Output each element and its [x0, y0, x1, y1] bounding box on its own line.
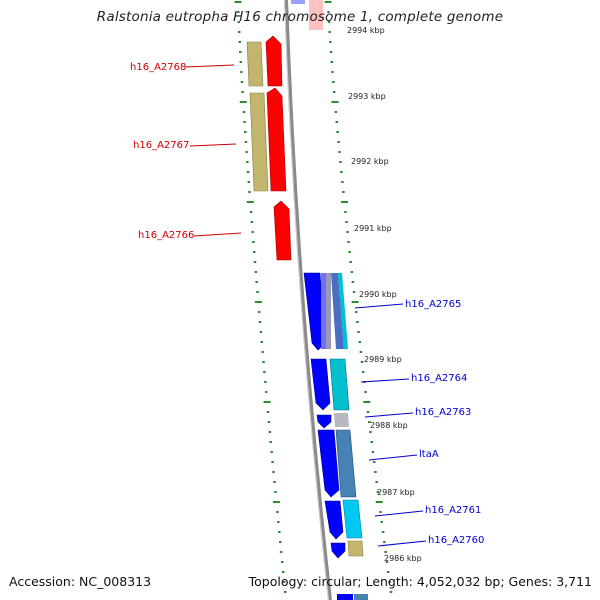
gene-label-ltaa[interactable]: ltaA [419, 449, 439, 460]
gene-label-leader [184, 64, 235, 68]
scale-label: 2993 kbp [348, 92, 386, 101]
gene-label-h16-a2768[interactable]: h16_A2768 [130, 62, 186, 73]
chromosome-backbone-highlight [284, 0, 329, 600]
gene-feature[interactable] [324, 500, 344, 540]
genome-title: Ralstonia eutropha H16 chromosome 1, com… [96, 9, 504, 25]
gene-feature[interactable] [273, 200, 292, 261]
gene-feature[interactable] [337, 594, 353, 600]
gene-feature[interactable] [317, 429, 340, 498]
gene-feature[interactable] [334, 413, 349, 427]
scale-label: 2986 kbp [384, 554, 422, 563]
gene-feature[interactable] [246, 41, 264, 87]
gene-label-leader [368, 454, 418, 461]
gene-feature[interactable] [335, 429, 357, 498]
gene-label-leader [189, 143, 237, 147]
accession-label: Accession: NC_008313 [9, 574, 152, 589]
gene-feature[interactable] [347, 540, 364, 557]
gene-label-h16-a2764[interactable]: h16_A2764 [411, 373, 467, 384]
gene-label-h16-a2765[interactable]: h16_A2765 [405, 299, 461, 310]
gene-label-leader [374, 510, 424, 517]
gene-feature[interactable] [316, 414, 332, 429]
genome-stats-label: Topology: circular; Length: 4,052,032 bp… [248, 574, 592, 589]
gene-label-h16-a2761[interactable]: h16_A2761 [425, 505, 481, 516]
chromosome-backbone [284, 0, 332, 600]
gene-feature[interactable] [338, 273, 348, 349]
gene-feature[interactable] [354, 594, 368, 600]
gene-feature[interactable] [266, 87, 287, 192]
gene-label-leader [377, 540, 427, 547]
scale-label: 2990 kbp [359, 290, 397, 299]
gene-label-h16-a2763[interactable]: h16_A2763 [415, 407, 471, 418]
gene-label-h16-a2767[interactable]: h16_A2767 [133, 140, 189, 151]
gene-feature[interactable] [331, 273, 344, 349]
scale-label: 2991 kbp [354, 224, 392, 233]
gene-feature[interactable] [342, 499, 363, 539]
gene-feature[interactable] [326, 273, 331, 349]
gene-feature[interactable] [329, 358, 350, 411]
gene-feature[interactable] [249, 92, 269, 192]
gene-label-leader [354, 303, 404, 309]
scale-label: 2994 kbp [347, 26, 385, 35]
gene-feature[interactable] [330, 542, 346, 559]
right-tick-marks [324, 1, 393, 593]
gene-label-leader [364, 412, 414, 418]
gene-feature[interactable] [265, 35, 283, 87]
gene-label-h16-a2766[interactable]: h16_A2766 [138, 230, 194, 241]
gene-feature[interactable] [309, 0, 323, 30]
gene-label-leader [193, 232, 242, 237]
scale-label: 2988 kbp [370, 421, 408, 430]
gene-label-leader [360, 378, 410, 383]
scale-label: 2989 kbp [364, 355, 402, 364]
gene-feature[interactable] [321, 273, 326, 349]
gene-feature[interactable] [310, 358, 331, 411]
left-tick-marks [234, 1, 287, 593]
scale-label: 2992 kbp [351, 157, 389, 166]
gene-feature[interactable] [291, 0, 305, 4]
gene-label-h16-a2760[interactable]: h16_A2760 [428, 535, 484, 546]
scale-label: 2987 kbp [377, 488, 415, 497]
